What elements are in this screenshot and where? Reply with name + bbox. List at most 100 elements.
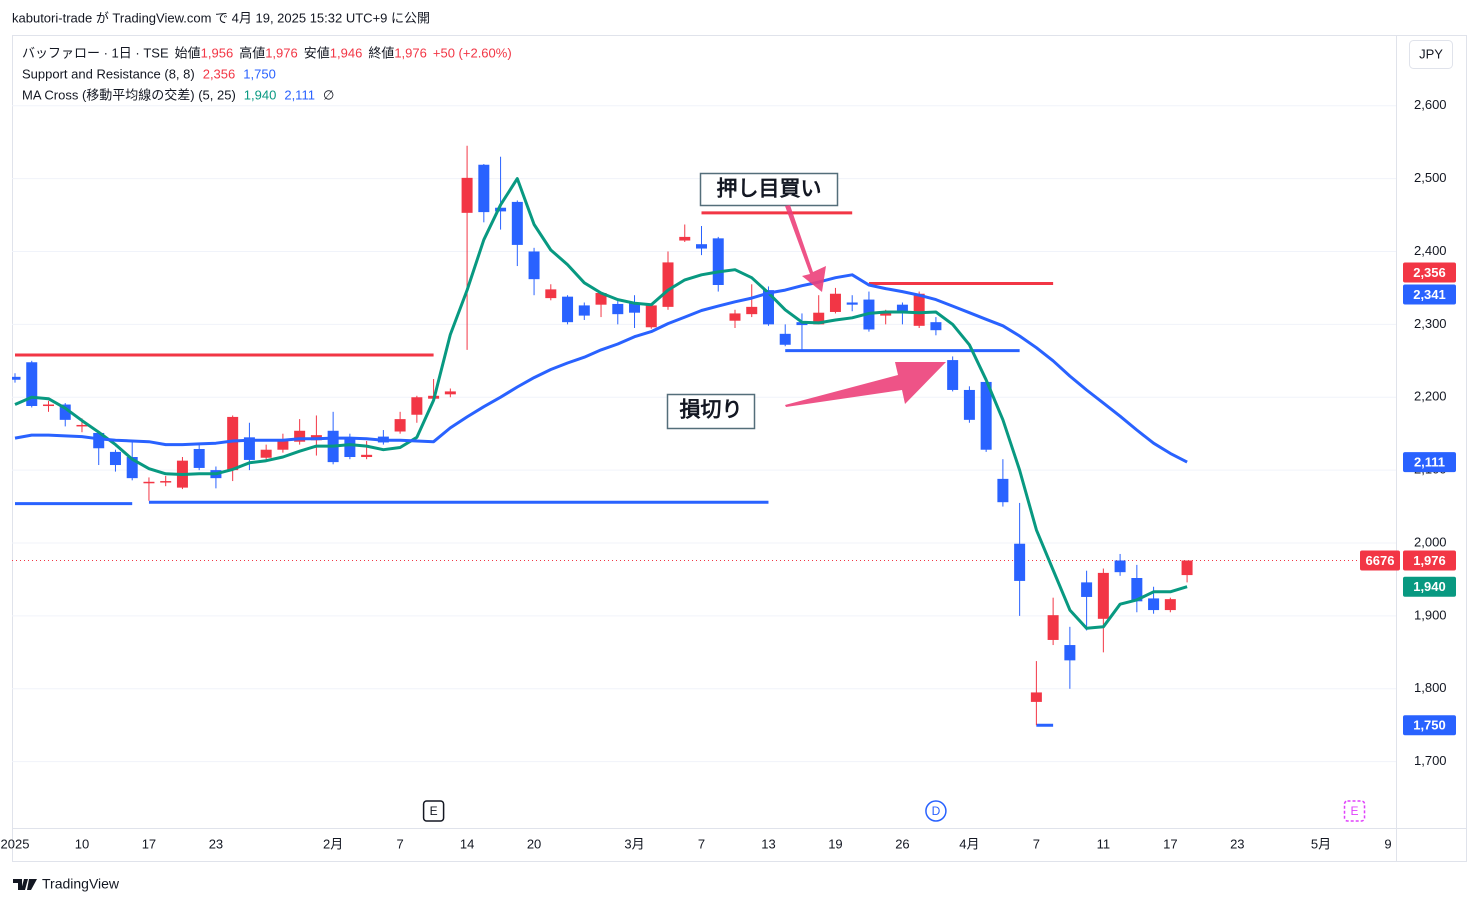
- legend-text: Support and Resistance (8, 8): [22, 66, 195, 81]
- x-tick-label: 13: [761, 836, 775, 851]
- legend-text: +50 (+2.60%): [433, 45, 512, 60]
- candle-body: [930, 322, 942, 331]
- price-label: 1,940: [1413, 579, 1446, 594]
- y-tick-label: 1,900: [1414, 607, 1447, 622]
- arrow: [785, 362, 946, 407]
- x-tick-label: 2025: [1, 836, 30, 851]
- price-tag: 6676: [1366, 553, 1395, 568]
- legend-text: 1,976: [394, 45, 427, 60]
- legend-text: 始値: [175, 45, 201, 60]
- price-label: 1,976: [1413, 553, 1446, 568]
- grid-layer: [12, 105, 1396, 763]
- x-tick-label: 23: [209, 836, 223, 851]
- candle-body: [612, 303, 624, 315]
- candle-body: [511, 201, 523, 245]
- legend-text: 高値: [239, 45, 265, 60]
- brand-text: TradingView: [42, 876, 120, 892]
- y-tick-label: 2,200: [1414, 389, 1447, 404]
- x-tick-label: 5月: [1311, 836, 1331, 851]
- y-tick-label: 2,600: [1414, 97, 1447, 112]
- legend-text: 1,750: [243, 66, 276, 81]
- candle-body: [42, 404, 54, 407]
- legend-text: 1,956: [201, 45, 234, 60]
- legend-text: 1,976: [265, 45, 298, 60]
- legend-text: 1,946: [330, 45, 363, 60]
- x-tick-label: 14: [460, 836, 474, 851]
- currency-button[interactable]: [1409, 40, 1453, 69]
- candle-body: [76, 424, 88, 427]
- price-label-box: [1403, 452, 1456, 473]
- x-tick-label: 7: [698, 836, 705, 851]
- candle-body: [562, 296, 574, 323]
- candle-body: [361, 454, 373, 458]
- candle-body: [495, 207, 507, 212]
- x-tick-label: 2月: [323, 836, 343, 851]
- legend-text: 安値: [304, 45, 330, 60]
- event-marker: [925, 800, 947, 822]
- published-line: kabutori-trade が TradingView.com で 4月 19…: [12, 10, 430, 25]
- candle-body: [779, 333, 791, 345]
- x-tick-label: 7: [396, 836, 403, 851]
- x-tick-label: 23: [1230, 836, 1244, 851]
- x-tick-label: 20: [527, 836, 541, 851]
- annotation-stop: 損切り: [666, 393, 756, 430]
- legend-text: 2,111: [284, 87, 315, 102]
- candle-body: [109, 451, 121, 466]
- x-tick-label: 7: [1033, 836, 1040, 851]
- candle-body: [1030, 692, 1042, 702]
- event-marker: [422, 800, 445, 822]
- legend-text: 2,356: [203, 66, 236, 81]
- price-label: 2,341: [1413, 287, 1446, 302]
- candle-body: [528, 251, 540, 280]
- candle-body: [679, 236, 691, 241]
- candle-body: [963, 389, 975, 420]
- chart-frame: [12, 35, 1467, 862]
- candle-body: [344, 437, 356, 458]
- price-label-box: [1403, 550, 1456, 571]
- candle-body: [1047, 615, 1059, 640]
- price-label: 2,111: [1414, 455, 1445, 470]
- legend-text: 1,940: [244, 87, 277, 102]
- y-tick-label: 1,700: [1414, 753, 1447, 768]
- y-tick-label: 2,300: [1414, 316, 1447, 331]
- candle-body: [12, 376, 21, 380]
- brand-logo: TradingView: [13, 876, 120, 892]
- arrow: [785, 205, 826, 292]
- event-label: E: [1351, 804, 1359, 818]
- currency-label[interactable]: JPY: [1419, 46, 1443, 61]
- candle-body: [193, 448, 205, 468]
- legend-text: ∅: [323, 87, 334, 102]
- candle-body: [629, 302, 641, 313]
- candle-body: [277, 439, 289, 450]
- candle-body: [1097, 572, 1109, 619]
- candle-body: [411, 397, 423, 415]
- candle-body: [1164, 599, 1176, 611]
- x-tick-label: 10: [75, 836, 89, 851]
- y-tick-label: 2,500: [1414, 170, 1447, 185]
- event-marker: [1343, 800, 1366, 822]
- candle-body: [913, 293, 925, 326]
- candle-body: [729, 313, 741, 321]
- annotation-box: [666, 393, 756, 430]
- candle-body: [696, 244, 707, 249]
- candle-body: [813, 312, 825, 325]
- candle-body: [160, 481, 172, 483]
- candle-body: [478, 164, 490, 213]
- candle-body: [243, 437, 255, 460]
- price-label-box: [1403, 576, 1456, 597]
- candle-body: [227, 416, 239, 471]
- ma-line: [14, 273, 1188, 464]
- candle-body: [260, 449, 272, 458]
- price-label: 1,750: [1413, 718, 1446, 733]
- candle-body: [762, 290, 774, 325]
- candle-body: [578, 305, 590, 316]
- annotation-text: 押し目買い: [717, 177, 822, 201]
- candle-body: [394, 419, 406, 432]
- price-label-box: [1403, 262, 1456, 283]
- legend-text: 終値: [368, 45, 394, 60]
- candle-body: [595, 293, 607, 305]
- candle-body: [1181, 560, 1193, 576]
- x-tick-label: 4月: [959, 836, 979, 851]
- candle-body: [1131, 578, 1143, 602]
